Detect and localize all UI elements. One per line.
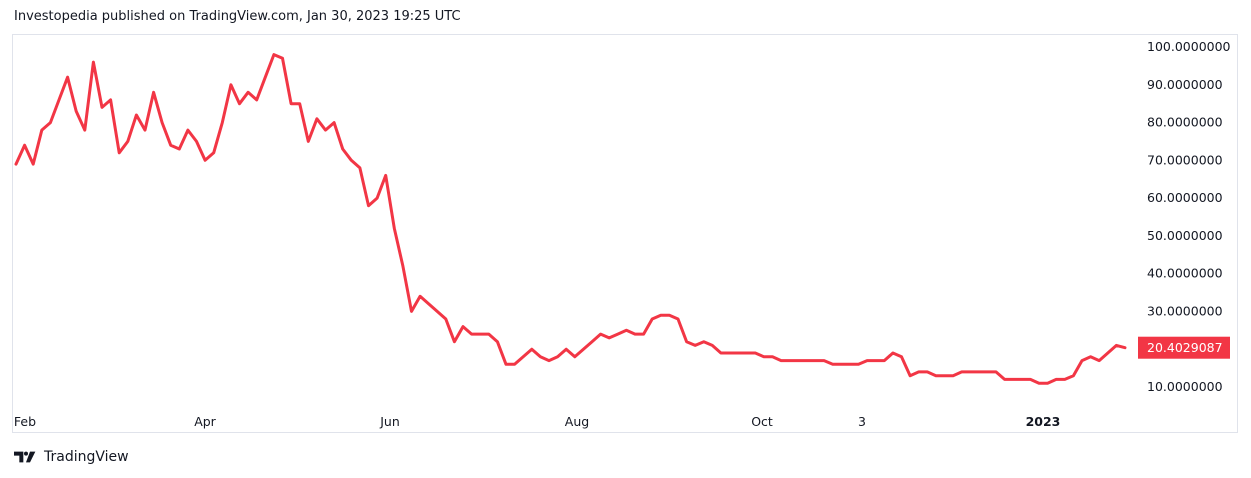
y-tick-label: 80.0000000 <box>1147 115 1223 130</box>
y-tick-label: 70.0000000 <box>1147 152 1223 167</box>
last-value-badge <box>1138 336 1230 359</box>
publisher-header: Investopedia published on TradingView.co… <box>14 9 461 24</box>
y-tick-label: 50.0000000 <box>1147 228 1223 243</box>
tradingview-footer[interactable]: TradingView <box>14 449 129 465</box>
y-tick-label: 40.0000000 <box>1147 266 1223 281</box>
y-tick-label: 60.0000000 <box>1147 190 1223 205</box>
chart-frame <box>12 34 1238 433</box>
x-tick-label: Feb <box>14 414 36 429</box>
last-value-label: 20.4029087 <box>1147 340 1223 355</box>
tradingview-logo-icon <box>14 451 36 463</box>
x-tick-label: Jun <box>379 414 400 429</box>
tradingview-brand-label: TradingView <box>44 449 129 465</box>
x-tick-label: Apr <box>194 414 216 429</box>
price-series-line <box>14 53 1127 385</box>
y-tick-label: 90.0000000 <box>1147 77 1223 92</box>
x-tick-label: Oct <box>751 414 773 429</box>
x-tick-label: Aug <box>565 414 589 429</box>
y-tick-label: 10.0000000 <box>1147 379 1223 394</box>
x-tick-label: 3 <box>858 414 866 429</box>
y-tick-label: 30.0000000 <box>1147 303 1223 318</box>
y-tick-label: 100.0000000 <box>1147 39 1231 54</box>
x-tick-label: 2023 <box>1026 414 1061 429</box>
